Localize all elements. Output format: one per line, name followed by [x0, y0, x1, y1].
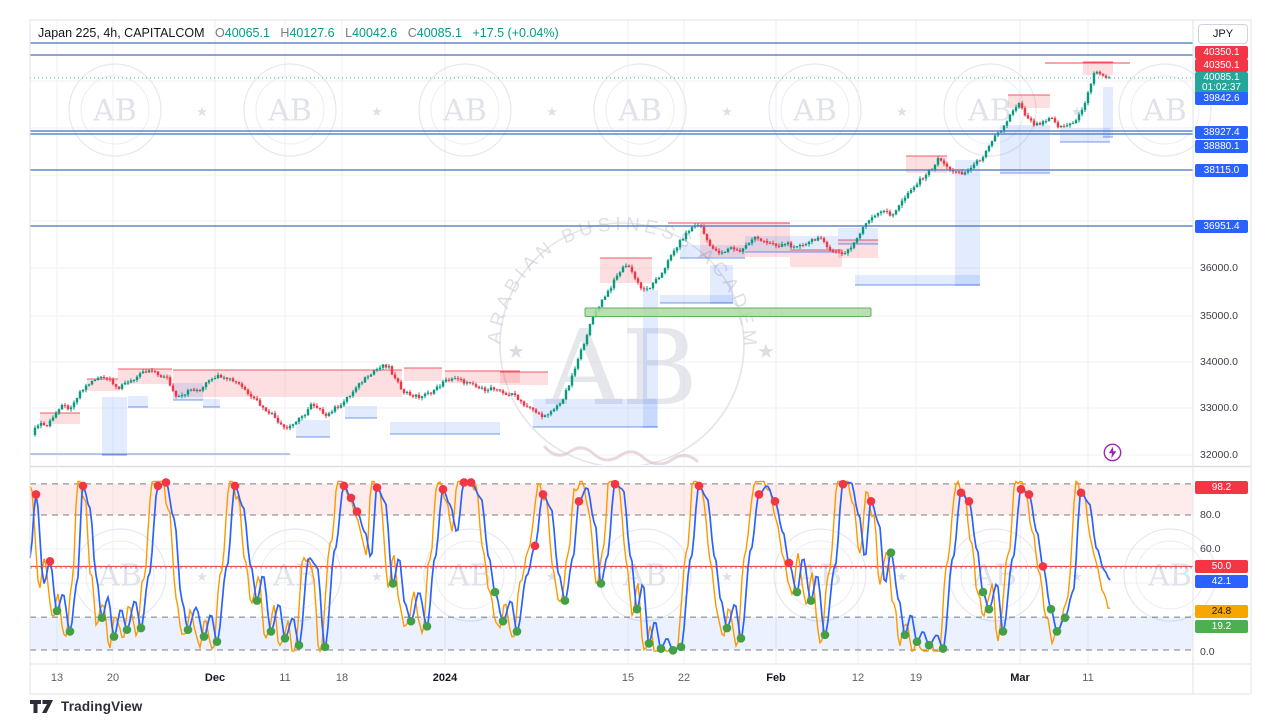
svg-text:★: ★: [1071, 569, 1083, 584]
svg-text:★: ★: [196, 569, 208, 584]
lightning-icon: [1103, 443, 1122, 462]
svg-text:★: ★: [1071, 104, 1083, 119]
svg-text:AB: AB: [267, 94, 312, 129]
svg-text:AB: AB: [1142, 94, 1187, 129]
price-axis-tick: 35000.0: [1200, 310, 1238, 322]
time-axis-tick: 2024: [432, 672, 458, 684]
svg-text:★: ★: [757, 341, 775, 363]
lightning-button[interactable]: [1103, 443, 1122, 462]
svg-text:★: ★: [196, 104, 208, 119]
svg-text:★: ★: [721, 569, 733, 584]
open-label: O: [215, 26, 225, 40]
price-label: 39842.6: [1195, 91, 1248, 105]
time-axis-tick: 12: [851, 672, 865, 684]
tradingview-attribution[interactable]: TradingView: [30, 699, 142, 714]
svg-text:★: ★: [896, 569, 908, 584]
price-axis-tick: 34000.0: [1200, 356, 1238, 368]
svg-text:★: ★: [896, 104, 908, 119]
price-label: 40350.1: [1195, 45, 1248, 59]
time-axis-tick: 18: [335, 672, 349, 684]
change-value: +17.5 (+0.04%): [472, 26, 559, 40]
supply-demand-zones: [30, 61, 1130, 456]
low-label: L: [345, 26, 353, 40]
svg-text:AB: AB: [97, 559, 142, 594]
close-label: C: [407, 26, 417, 40]
symbol-title[interactable]: Japan 225, 4h, CAPITALCOM: [38, 26, 205, 40]
svg-text:AB: AB: [617, 94, 662, 129]
svg-text:AB: AB: [92, 94, 137, 129]
price-axis-tick: 32000.0: [1200, 449, 1238, 461]
time-axis-tick: Feb: [766, 672, 786, 684]
svg-text:AB: AB: [792, 94, 837, 129]
svg-text:★: ★: [721, 104, 733, 119]
oscillator-pane: [29, 478, 1193, 655]
price-label: 38880.1: [1195, 139, 1248, 153]
price-label: 38115.0: [1195, 163, 1248, 177]
time-axis-tick: 11: [1082, 672, 1094, 684]
open-value: 40065.1: [224, 26, 270, 40]
time-axis-tick: 22: [677, 672, 691, 684]
price-label: 98.2: [1195, 480, 1248, 494]
time-axis-tick: 19: [909, 672, 923, 684]
svg-text:★: ★: [371, 104, 383, 119]
price-axis-tick: 60.0: [1200, 543, 1221, 555]
price-axis-tick: 0.0: [1200, 646, 1215, 658]
svg-text:AB: AB: [442, 94, 487, 129]
currency-button-jpy[interactable]: JPY: [1198, 24, 1248, 44]
tradingview-logo-text: TradingView: [61, 699, 143, 714]
pane-frame: [29, 19, 1252, 695]
time-axis-tick: Mar: [1010, 672, 1030, 684]
price-label: 24.8: [1195, 604, 1248, 618]
price-label: 40350.1: [1195, 58, 1248, 72]
price-label: 36951.4: [1195, 219, 1248, 233]
price-axis-tick: 80.0: [1200, 509, 1221, 521]
price-label: 19.2: [1195, 619, 1248, 633]
time-axis-tick: 20: [106, 672, 120, 684]
time-axis-tick: 13: [50, 672, 64, 684]
price-axis-tick: 33000.0: [1200, 402, 1238, 414]
svg-text:★: ★: [546, 104, 558, 119]
candlestick-series: [33, 70, 1111, 437]
price-label: 40085.1 01:02:37: [1195, 71, 1248, 95]
low-value: 40042.6: [352, 26, 398, 40]
time-axis-tick: Dec: [204, 672, 226, 684]
tradingview-logo-icon: [30, 700, 53, 713]
svg-text:★: ★: [546, 569, 558, 584]
svg-text:AB: AB: [967, 94, 1012, 129]
price-axis-tick: 36000.0: [1200, 262, 1238, 274]
svg-text:AB: AB: [272, 559, 317, 594]
high-label: H: [280, 26, 290, 40]
equilibrium-bar: [584, 307, 872, 317]
svg-text:AB: AB: [545, 307, 698, 429]
high-value: 40127.6: [289, 26, 335, 40]
time-axis-tick: 11: [279, 672, 291, 684]
svg-text:★: ★: [507, 341, 525, 363]
time-axis-tick: 15: [621, 672, 635, 684]
svg-text:AB: AB: [1147, 559, 1192, 594]
close-value: 40085.1: [416, 26, 462, 40]
svg-text:★: ★: [371, 569, 383, 584]
price-label: 42.1: [1195, 574, 1248, 588]
price-level-lines: [30, 42, 1193, 227]
symbol-info-bar: Japan 225, 4h, CAPITALCOM O40065.1 H4012…: [38, 26, 559, 40]
price-label: 50.0: [1195, 559, 1248, 573]
price-label: 38927.4: [1195, 125, 1248, 139]
svg-text:AB: AB: [447, 559, 492, 594]
